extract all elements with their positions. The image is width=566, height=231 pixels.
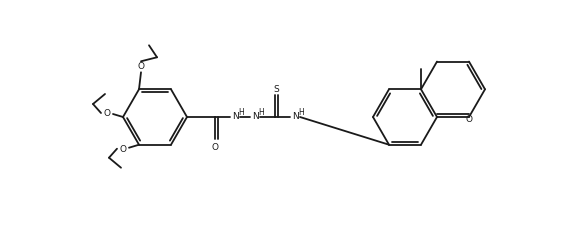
Text: H: H [238, 108, 244, 117]
Text: O: O [104, 109, 110, 118]
Text: H: H [258, 108, 264, 117]
Text: O: O [212, 142, 218, 151]
Text: N: N [231, 112, 238, 121]
Text: O: O [119, 145, 126, 154]
Text: O: O [138, 61, 144, 70]
Text: O: O [465, 115, 473, 124]
Text: N: N [291, 112, 298, 121]
Text: H: H [298, 108, 304, 117]
Text: S: S [273, 84, 279, 93]
Text: N: N [252, 112, 258, 121]
